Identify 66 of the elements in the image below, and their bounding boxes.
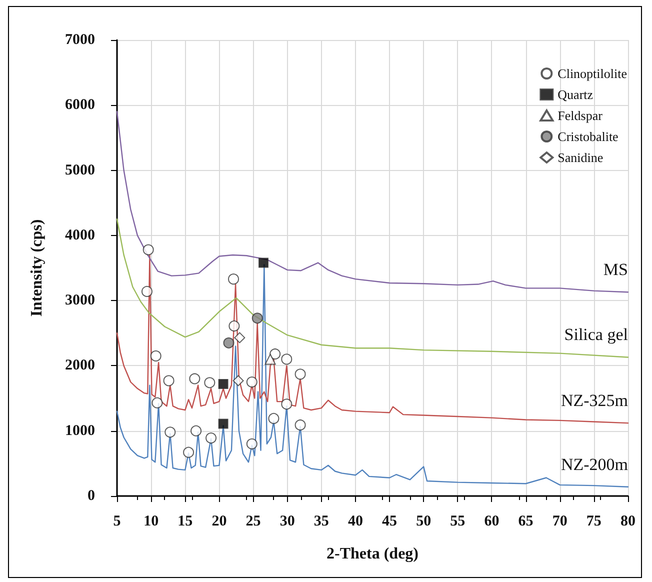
point [228, 320, 240, 332]
point [183, 446, 194, 458]
point [264, 354, 276, 365]
x-tick-label: 60 [484, 514, 500, 530]
y-tick-label: 5000 [65, 162, 95, 178]
point [258, 258, 268, 268]
x-tick-label: 50 [416, 514, 432, 530]
point [232, 375, 244, 386]
x-tick-label: 10 [144, 514, 159, 530]
y-tick-label: 6000 [65, 97, 95, 114]
point [246, 376, 258, 388]
x-tick-label: 5 [113, 514, 121, 530]
point [142, 244, 154, 256]
x-tick-label: 70 [552, 514, 568, 530]
y-tick-label: 1000 [65, 422, 95, 439]
point [204, 377, 216, 388]
point [190, 425, 202, 436]
point [270, 348, 281, 360]
y-tick-label: 2000 [65, 358, 95, 374]
x-tick-label: 35 [314, 514, 329, 530]
point [152, 397, 163, 408]
y-tick-label: 0 [88, 488, 95, 504]
point [189, 373, 200, 384]
point [252, 312, 263, 324]
x-axis-title: 2-Theta (deg) [326, 546, 418, 562]
x-tick-label: 65 [518, 514, 534, 530]
point [150, 350, 162, 362]
x-tick-label: 30 [280, 514, 295, 530]
legend-label: Sanidine [558, 150, 604, 165]
y-axis-title: Intensity (cps) [28, 219, 46, 317]
legend-label: Feldspar [558, 108, 604, 123]
point [163, 375, 174, 386]
line-series [116, 111, 629, 293]
y-tick-label: 3000 [65, 292, 95, 309]
series-label: MS [603, 260, 628, 280]
point [228, 274, 240, 285]
point [164, 426, 176, 438]
point [294, 419, 306, 430]
legend-label: Cristobalite [558, 129, 619, 144]
x-tick-label: 55 [450, 514, 466, 530]
point [218, 378, 228, 389]
series-label: Silica gel [564, 325, 628, 344]
point [268, 412, 280, 424]
point [206, 432, 217, 444]
y-tick-label: 4000 [65, 227, 95, 244]
x-tick-label: 75 [586, 514, 602, 530]
legend-label: Clinoptilolite [558, 66, 628, 81]
x-tick-label: 80 [620, 514, 636, 530]
x-tick-label: 25 [246, 514, 261, 530]
line-series [116, 218, 629, 358]
series-label: NZ-200m [560, 454, 628, 474]
series-label: NZ-325m [560, 391, 628, 410]
point [281, 354, 292, 365]
point [246, 438, 258, 450]
y-tick-label: 7000 [65, 32, 95, 48]
x-tick-label: 40 [348, 514, 363, 530]
point [218, 418, 228, 429]
point [141, 286, 152, 297]
point [234, 332, 246, 344]
x-tick-label: 45 [382, 514, 398, 530]
x-tick-label: 20 [212, 514, 227, 530]
legend-label: Quartz [558, 87, 594, 102]
x-tick-label: 15 [178, 514, 193, 530]
point [294, 368, 306, 380]
point [281, 398, 292, 410]
point [223, 337, 234, 348]
